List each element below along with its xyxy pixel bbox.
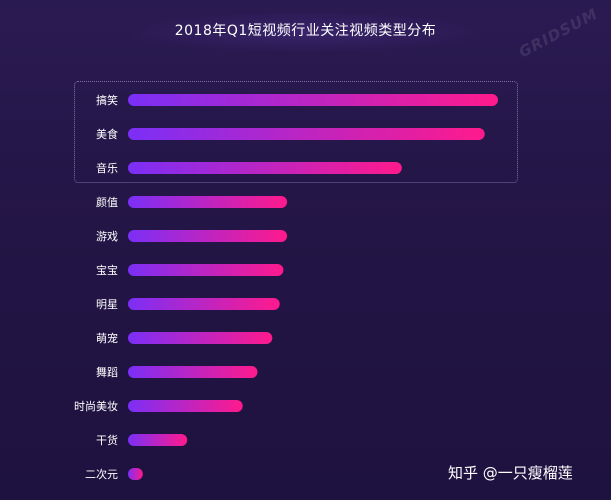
- category-label: 游戏: [96, 230, 118, 243]
- category-label: 搞笑: [96, 93, 118, 107]
- category-label: 颜值: [96, 196, 118, 209]
- bar: [128, 264, 284, 276]
- category-label: 二次元: [85, 467, 118, 481]
- bar: [128, 94, 498, 106]
- category-label: 美食: [96, 127, 118, 141]
- category-label: 干货: [96, 433, 118, 447]
- title-background: [130, 12, 480, 52]
- chart-title: 2018年Q1短视频行业关注视频类型分布: [174, 23, 437, 39]
- bar: [128, 332, 273, 344]
- bar: [128, 196, 288, 208]
- bar: [128, 298, 280, 310]
- bar: [128, 162, 402, 174]
- category-label: 舞蹈: [96, 366, 118, 379]
- highlight-box: [74, 81, 518, 183]
- credit-text: 知乎 @一只瘦榴莲: [448, 464, 573, 482]
- bar: [128, 400, 243, 412]
- bar: [128, 230, 288, 242]
- category-label: 时尚美妆: [74, 399, 118, 413]
- category-label: 音乐: [96, 161, 118, 175]
- bar: [128, 128, 485, 140]
- bar: [128, 468, 143, 480]
- bar: [128, 366, 258, 378]
- bar: [128, 434, 188, 446]
- category-label: 萌宠: [96, 331, 118, 345]
- category-label: 宝宝: [96, 263, 118, 277]
- category-label: 明星: [96, 298, 118, 311]
